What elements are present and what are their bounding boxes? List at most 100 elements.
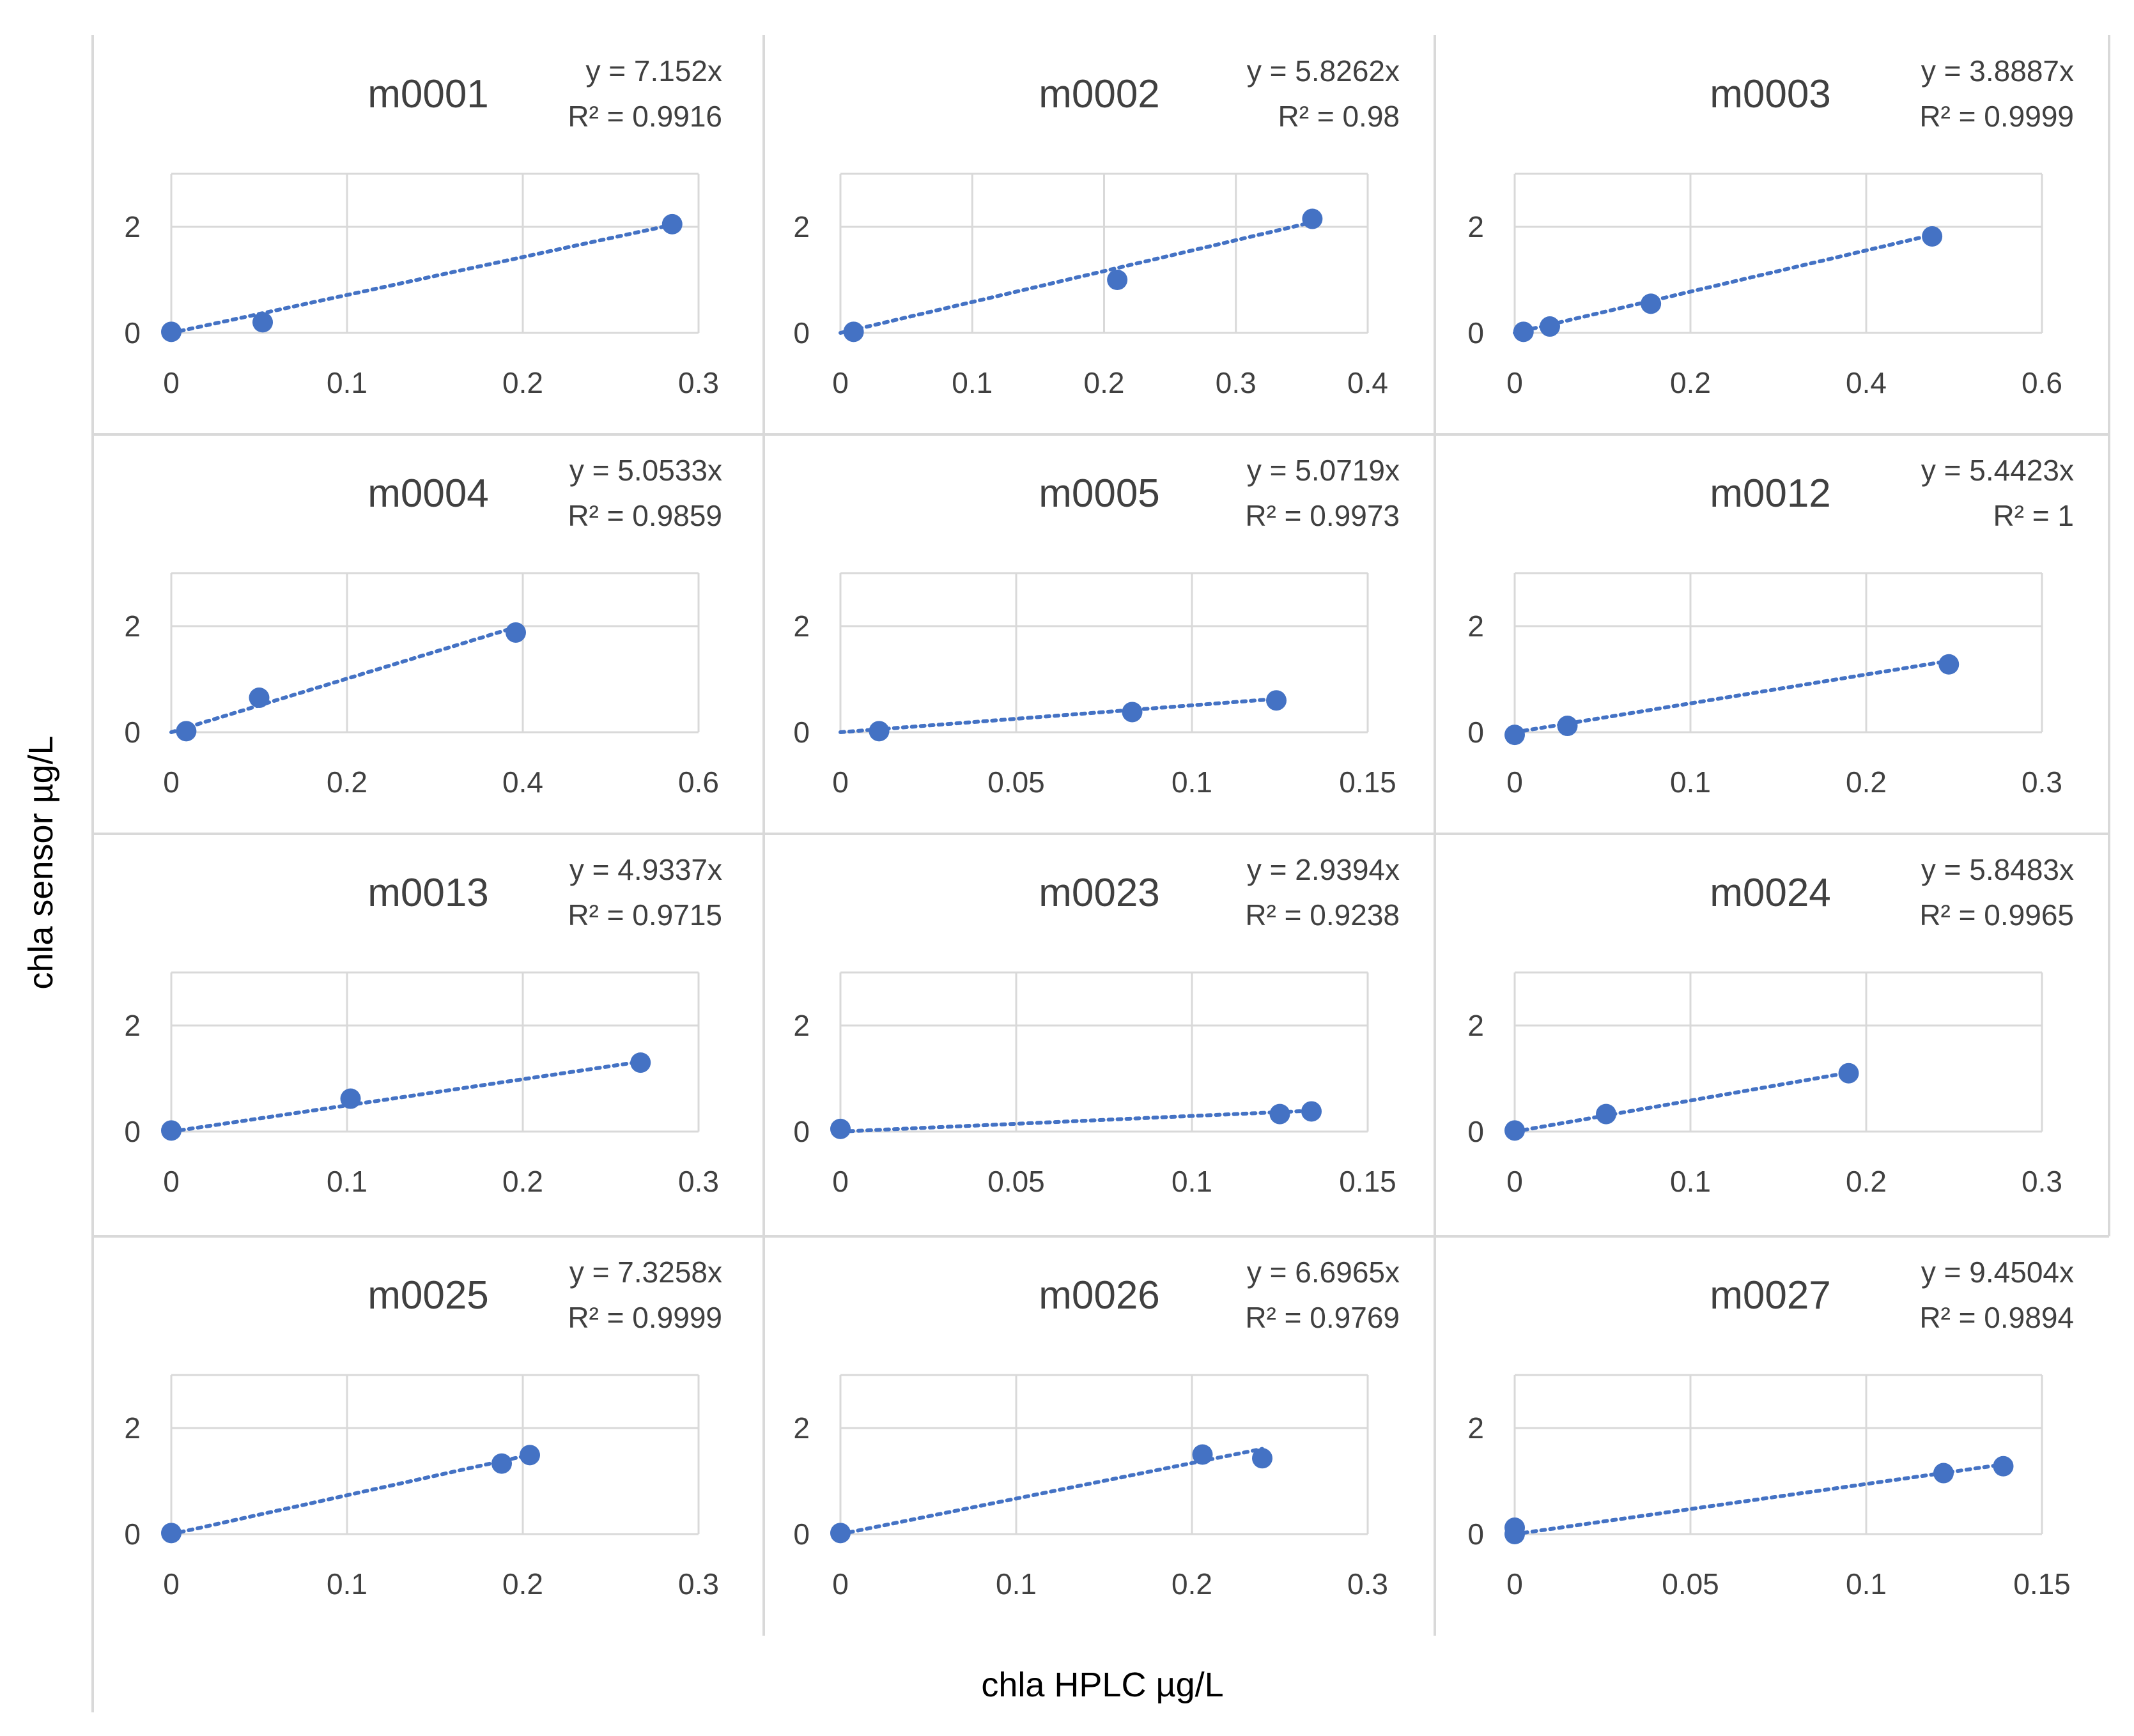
x-tick-label: 0.6 — [678, 765, 719, 799]
data-point — [161, 1120, 182, 1141]
y-tick-label: 0 — [793, 1115, 810, 1148]
x-tick-label: 0 — [1506, 1165, 1523, 1198]
trendline-equation: y = 5.4423x — [1921, 454, 2074, 487]
trendline-r-squared: R² = 0.9999 — [568, 1301, 722, 1334]
y-tick-label: 0 — [1467, 1115, 1484, 1148]
data-point — [830, 1118, 851, 1139]
x-tick-label: 0.05 — [1662, 1567, 1719, 1601]
data-point — [1269, 1103, 1290, 1125]
x-tick-label: 0.15 — [2013, 1567, 2071, 1601]
trendline-r-squared: R² = 0.98 — [1278, 100, 1400, 133]
x-tick-label: 0.4 — [502, 765, 543, 799]
data-point — [1302, 208, 1323, 229]
chart-title: m0024 — [1710, 871, 1831, 915]
panel-grid — [91, 35, 2110, 1712]
data-point — [1266, 690, 1287, 711]
trendline-equation: y = 5.8262x — [1247, 54, 1400, 88]
figure-x-axis-label: chla HPLC µg/L — [981, 1666, 1223, 1704]
trendline-equation: y = 7.3258x — [569, 1256, 722, 1289]
y-tick-label: 2 — [793, 610, 810, 643]
y-tick-label: 2 — [124, 610, 141, 643]
x-tick-label: 0 — [1506, 1567, 1523, 1601]
chart-title: m0005 — [1039, 472, 1160, 516]
chart-title: m0026 — [1039, 1273, 1160, 1317]
chart-panel-m0023: m0023 y = 2.9394x R² = 0.9238 0 2 0 0.05 0.1 0.1… — [793, 853, 1400, 1198]
y-tick-label: 2 — [1467, 1009, 1484, 1042]
x-tick-label: 0.1 — [1846, 1567, 1887, 1601]
chart-title: m0027 — [1710, 1273, 1831, 1317]
trendline — [1513, 1070, 1851, 1133]
chart-panel-m0026: m0026 y = 6.6965x R² = 0.9769 0 2 0 0.1 0.2 0.3 — [793, 1256, 1400, 1601]
trendline-r-squared: R² = 0.9715 — [568, 898, 722, 932]
y-tick-label: 0 — [124, 316, 141, 350]
data-point — [1641, 293, 1662, 314]
data-point — [1192, 1444, 1213, 1465]
x-tick-label: 0 — [832, 765, 849, 799]
data-point — [1922, 226, 1943, 247]
chart-panel-m0025: m0025 y = 7.3258x R² = 0.9999 0 2 0 0.1 0.2 0.3 — [124, 1256, 722, 1601]
chart-panel-m0003: m0003 y = 3.8887x R² = 0.9999 0 2 0 0.2 0.4 0.6 — [1467, 54, 2074, 399]
trendline — [839, 220, 1315, 335]
y-tick-label: 2 — [124, 1411, 141, 1445]
x-tick-label: 0.1 — [1670, 1165, 1711, 1198]
x-tick-label: 0.1 — [327, 366, 367, 399]
figure-y-axis-label: chla sensor µg/L — [22, 735, 60, 989]
data-point — [506, 622, 526, 643]
y-tick-label: 2 — [124, 1009, 141, 1042]
data-point — [1301, 1101, 1322, 1122]
trendline — [1513, 659, 1951, 734]
data-point — [661, 213, 683, 234]
y-tick-label: 0 — [124, 716, 141, 749]
x-tick-label: 0.1 — [327, 1165, 367, 1198]
data-point — [161, 1523, 182, 1544]
trendline — [169, 625, 518, 734]
data-point — [1504, 1120, 1525, 1141]
x-tick-label: 0.2 — [1846, 765, 1887, 799]
x-tick-label: 0.2 — [1670, 366, 1711, 399]
data-point — [1993, 1456, 2014, 1477]
data-point — [869, 721, 890, 742]
chart-title: m0012 — [1710, 472, 1831, 516]
x-tick-label: 0.1 — [952, 366, 993, 399]
trendline-r-squared: R² = 1 — [1993, 499, 2074, 532]
x-tick-label: 0.05 — [987, 765, 1045, 799]
x-tick-label: 0.3 — [1216, 366, 1256, 399]
data-point — [830, 1523, 851, 1544]
chart-panel-m0002: m0002 y = 5.8262x R² = 0.98 0 2 0 0.1 0.2 0.3 0.4 — [793, 54, 1400, 399]
trendline — [839, 1447, 1264, 1536]
data-point — [1107, 270, 1128, 290]
x-tick-label: 0 — [832, 1567, 849, 1601]
y-tick-label: 0 — [124, 1115, 141, 1148]
chart-panel-m0004: m0004 y = 5.0533x R² = 0.9859 0 2 0 0.2 0.4 0.6 — [124, 454, 722, 799]
chart-title: m0004 — [367, 472, 489, 516]
data-point — [1504, 1517, 1525, 1539]
x-tick-label: 0.3 — [678, 1567, 719, 1601]
y-tick-label: 0 — [1467, 316, 1484, 350]
x-tick-label: 0.15 — [1339, 1165, 1396, 1198]
data-point — [340, 1088, 361, 1109]
data-point — [1938, 654, 1960, 675]
trendline — [169, 1452, 532, 1536]
data-point — [1557, 716, 1578, 737]
data-point — [176, 721, 197, 742]
y-tick-label: 0 — [1467, 1517, 1484, 1551]
x-tick-label: 0.3 — [678, 1165, 719, 1198]
x-tick-label: 0.2 — [1084, 366, 1125, 399]
trendline — [169, 222, 674, 335]
y-tick-label: 2 — [1467, 1411, 1484, 1445]
x-tick-label: 0.15 — [1339, 765, 1396, 799]
chart-panel-m0012: m0012 y = 5.4423x R² = 1 0 2 0 0.1 0.2 0.3 — [1467, 454, 2074, 799]
trendline-equation: y = 2.9394x — [1247, 853, 1400, 886]
x-tick-label: 0.3 — [2022, 1165, 2062, 1198]
y-tick-label: 2 — [1467, 210, 1484, 243]
trendline-r-squared: R² = 0.9894 — [1919, 1301, 2074, 1334]
data-point — [252, 312, 273, 333]
x-tick-label: 0 — [832, 1165, 849, 1198]
trendline-r-squared: R² = 0.9859 — [568, 499, 722, 532]
x-tick-label: 0 — [832, 366, 849, 399]
y-tick-label: 2 — [793, 1411, 810, 1445]
data-point — [1504, 725, 1525, 746]
chart-title: m0003 — [1710, 72, 1831, 116]
y-tick-label: 0 — [793, 316, 810, 350]
